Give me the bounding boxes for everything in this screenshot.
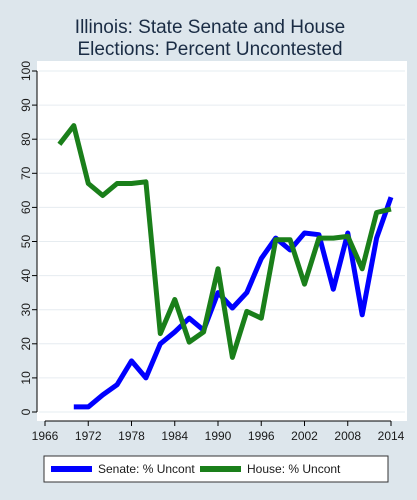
series: [57, 123, 394, 410]
series-line-senate: [73, 196, 394, 410]
x-tick-label-1978: 1978: [118, 429, 145, 443]
x-tick-label-1990: 1990: [205, 429, 232, 443]
x-tick-label-1996: 1996: [248, 429, 275, 443]
y-tick-label-80: 80: [19, 132, 33, 146]
y-tick-label-100: 100: [19, 61, 33, 81]
y-tick-label-10: 10: [19, 371, 33, 385]
chart-title-line-1: Illinois: State Senate and House: [75, 17, 345, 38]
y-tick-label-70: 70: [19, 166, 33, 180]
chart-title-line-2: Elections: Percent Uncontested: [77, 39, 342, 60]
x-tick-label-1966: 1966: [32, 429, 59, 443]
y-tick-label-60: 60: [19, 200, 33, 214]
x-tick-label-1972: 1972: [75, 429, 102, 443]
legend: Senate: % Uncont House: % Uncont: [43, 455, 389, 483]
y-tick-label-0: 0: [19, 408, 33, 415]
x-tick-label-2008: 2008: [334, 429, 361, 443]
y-tick-label-20: 20: [19, 337, 33, 351]
x-tick-label-2014: 2014: [378, 429, 405, 443]
y-tick-label-40: 40: [19, 269, 33, 283]
axes: 0 10 20 30 40 50 60 70 80 90 100 1966 1972 1978 1984 19…: [19, 61, 405, 443]
x-tick-label-1984: 1984: [161, 429, 188, 443]
x-tick-label-2002: 2002: [291, 429, 318, 443]
y-tick-label-50: 50: [19, 235, 33, 249]
legend-label-senate: Senate: % Uncont: [98, 462, 195, 476]
series-line-house: [57, 123, 392, 360]
legend-label-house: House: % Uncont: [247, 462, 341, 476]
y-tick-label-30: 30: [19, 303, 33, 317]
grid: [39, 70, 405, 413]
y-tick-label-90: 90: [19, 98, 33, 112]
